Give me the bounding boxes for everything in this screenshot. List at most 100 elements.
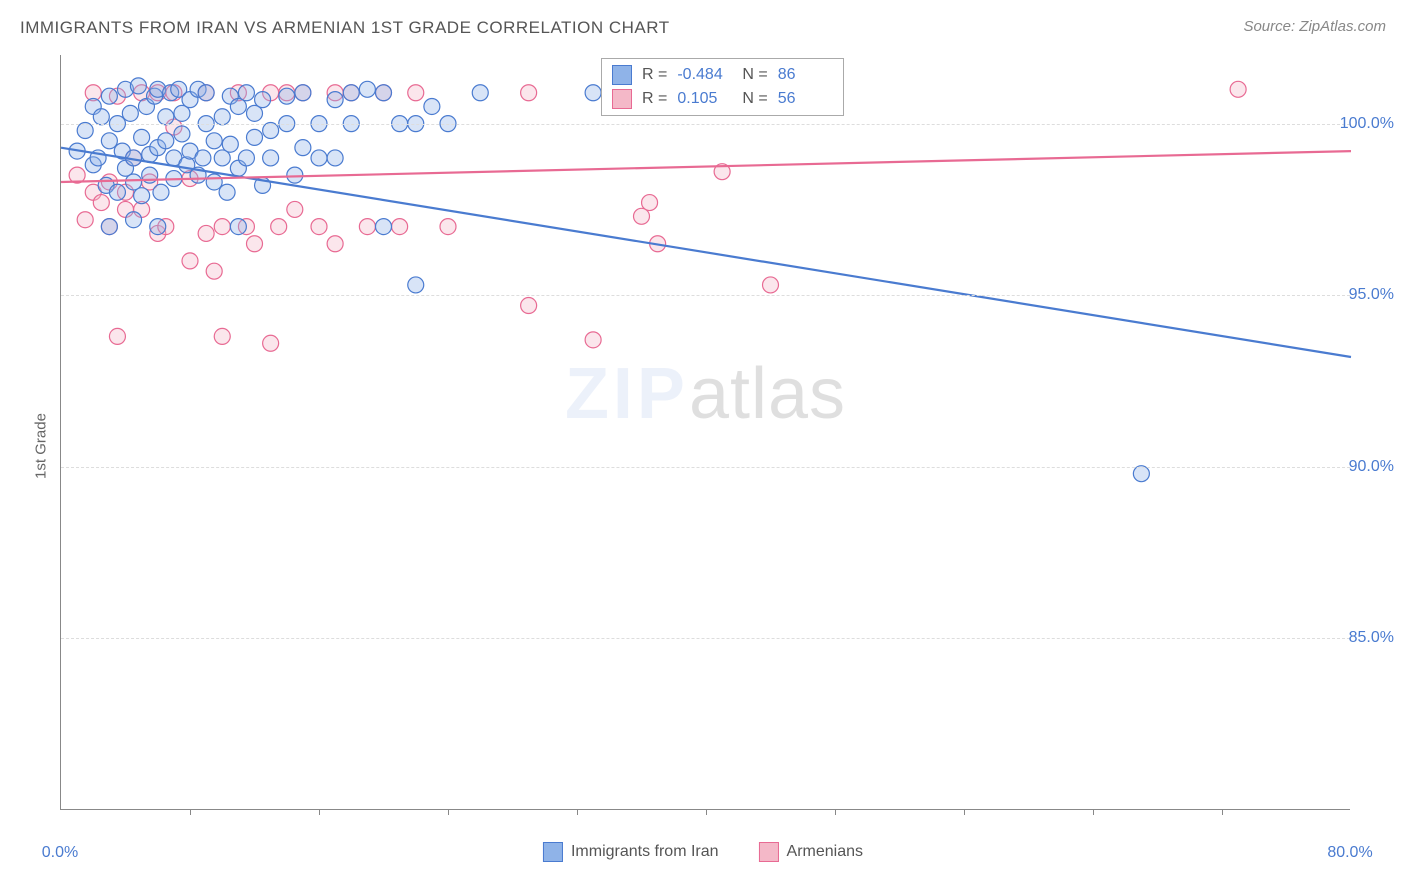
data-point <box>763 277 779 293</box>
gridline <box>61 295 1350 296</box>
legend-swatch-icon <box>759 842 779 862</box>
x-tick <box>577 809 578 815</box>
legend-label: Immigrants from Iran <box>571 843 719 860</box>
data-point <box>424 98 440 114</box>
data-point <box>206 174 222 190</box>
data-point <box>279 88 295 104</box>
data-point <box>158 109 174 125</box>
data-point <box>130 78 146 94</box>
x-tick-label: 0.0% <box>42 844 78 862</box>
data-point <box>247 236 263 252</box>
data-point <box>247 129 263 145</box>
data-point <box>327 150 343 166</box>
x-tick <box>1222 809 1223 815</box>
data-point <box>238 85 254 101</box>
data-point <box>77 123 93 139</box>
data-point <box>311 150 327 166</box>
data-point <box>1133 466 1149 482</box>
stats-r-value: 0.105 <box>677 87 732 111</box>
data-point <box>122 105 138 121</box>
y-tick-label: 85.0% <box>1349 629 1394 647</box>
stats-n-label: N = <box>742 63 767 87</box>
data-point <box>77 212 93 228</box>
legend-item: Armenians <box>759 842 863 862</box>
stats-n-label: N = <box>742 87 767 111</box>
legend-swatch-icon <box>612 65 632 85</box>
x-tick-label: 80.0% <box>1327 844 1372 862</box>
data-point <box>182 253 198 269</box>
data-point <box>214 328 230 344</box>
data-point <box>440 219 456 235</box>
data-point <box>214 109 230 125</box>
legend-label: Armenians <box>787 843 863 860</box>
data-point <box>158 133 174 149</box>
data-point <box>126 212 142 228</box>
data-point <box>295 85 311 101</box>
y-axis-label: 1st Grade <box>32 413 49 479</box>
data-point <box>101 133 117 149</box>
data-point <box>343 85 359 101</box>
data-point <box>101 88 117 104</box>
data-point <box>93 109 109 125</box>
data-point <box>327 236 343 252</box>
data-point <box>287 167 303 183</box>
data-point <box>263 123 279 139</box>
data-point <box>255 92 271 108</box>
gridline <box>61 638 1350 639</box>
data-point <box>198 225 214 241</box>
data-point <box>134 129 150 145</box>
data-point <box>174 126 190 142</box>
data-point <box>134 188 150 204</box>
data-point <box>642 195 658 211</box>
x-tick <box>190 809 191 815</box>
data-point <box>408 277 424 293</box>
y-tick-label: 90.0% <box>1349 458 1394 476</box>
stats-r-label: R = <box>642 63 667 87</box>
stats-r-value: -0.484 <box>677 63 732 87</box>
y-tick-label: 95.0% <box>1349 286 1394 304</box>
data-point <box>109 328 125 344</box>
data-point <box>206 133 222 149</box>
data-point <box>521 85 537 101</box>
stats-legend: R = -0.484 N = 86 R = 0.105 N = 56 <box>601 58 844 116</box>
data-point <box>359 219 375 235</box>
data-point <box>295 140 311 156</box>
stats-r-label: R = <box>642 87 667 111</box>
data-point <box>206 263 222 279</box>
data-point <box>359 81 375 97</box>
data-point <box>376 219 392 235</box>
data-point <box>311 219 327 235</box>
data-point <box>521 298 537 314</box>
plot-area: ZIPatlas R =-0.484N =86R =0.105N =56 <box>60 55 1350 810</box>
legend-item: Immigrants from Iran <box>543 842 719 862</box>
stats-n-value: 56 <box>778 87 833 111</box>
x-tick <box>319 809 320 815</box>
x-tick <box>1093 809 1094 815</box>
x-tick <box>835 809 836 815</box>
data-point <box>109 184 125 200</box>
data-point <box>93 195 109 211</box>
data-point <box>150 219 166 235</box>
x-tick <box>448 809 449 815</box>
gridline <box>61 467 1350 468</box>
plot-svg <box>61 55 1350 809</box>
legend-swatch-icon <box>612 89 632 109</box>
source-label: Source: ZipAtlas.com <box>1243 18 1386 35</box>
x-tick <box>964 809 965 815</box>
data-point <box>222 136 238 152</box>
y-tick-label: 100.0% <box>1340 115 1394 133</box>
data-point <box>585 332 601 348</box>
data-point <box>214 219 230 235</box>
data-point <box>271 219 287 235</box>
chart-title: IMMIGRANTS FROM IRAN VS ARMENIAN 1ST GRA… <box>20 18 670 38</box>
data-point <box>1230 81 1246 97</box>
data-point <box>195 150 211 166</box>
bottom-legend: Immigrants from Iran Armenians <box>543 842 863 862</box>
legend-swatch-icon <box>543 842 563 862</box>
data-point <box>327 92 343 108</box>
stats-n-value: 86 <box>778 63 833 87</box>
data-point <box>392 219 408 235</box>
data-point <box>376 85 392 101</box>
data-point <box>263 335 279 351</box>
data-point <box>153 184 169 200</box>
